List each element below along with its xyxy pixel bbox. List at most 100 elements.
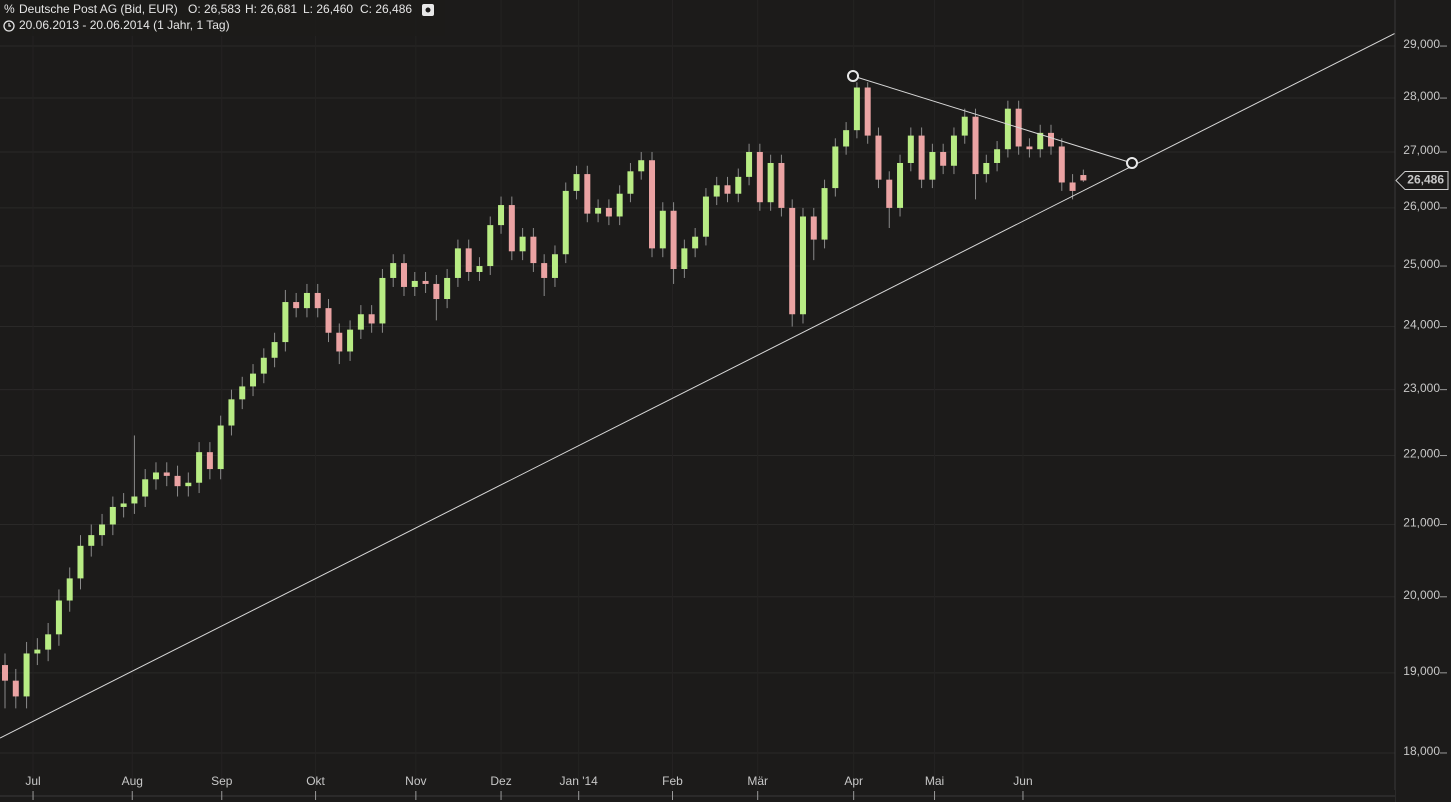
x-tick-label: Jun [1013, 774, 1032, 788]
candle-body [239, 386, 246, 400]
chart-subtitle: 20.06.2013 - 20.06.2014 (1 Jahr, 1 Tag) [19, 18, 230, 32]
candle-body [994, 149, 1001, 163]
candle-body [23, 653, 30, 697]
y-tick-label: 24,000 [1403, 318, 1440, 332]
candle-body [282, 302, 289, 343]
candle-body [498, 205, 505, 226]
candle-body [843, 130, 850, 147]
candle-body [724, 185, 731, 194]
candle-body [1069, 182, 1076, 191]
x-tick-label: Okt [306, 774, 325, 788]
y-tick-label: 29,000 [1403, 37, 1440, 51]
trend-line[interactable] [852, 75, 1133, 164]
candle-body [12, 680, 19, 697]
candle-body [681, 248, 688, 270]
candle-body [465, 248, 472, 272]
candle-body [799, 216, 806, 315]
header-bg [0, 0, 445, 36]
candle-body [142, 479, 149, 497]
candle-body [907, 135, 914, 163]
candle-body [368, 314, 375, 324]
candle-body [897, 162, 904, 208]
candle-body [45, 634, 52, 650]
candle-body [541, 263, 548, 278]
trend-handle[interactable] [847, 70, 859, 82]
x-tick-label: Nov [405, 774, 426, 788]
candle-body [1080, 175, 1087, 181]
candle-body [1037, 132, 1044, 150]
candle-body [551, 254, 558, 278]
candle-body [99, 524, 106, 536]
candle-body [109, 506, 116, 525]
last-price-tag [1395, 170, 1449, 190]
settings-icon [425, 7, 431, 13]
grid [0, 45, 1395, 754]
candle-body [487, 225, 494, 267]
x-tick-label: Aug [122, 774, 143, 788]
y-tick-label: 30,000 [1403, 0, 1440, 1]
candle-body [411, 280, 418, 287]
candle-body [357, 314, 364, 330]
last-price-label: 26,486 [1407, 173, 1444, 187]
candle-body [1058, 146, 1065, 183]
candle-body [659, 210, 666, 249]
candle-body [940, 151, 947, 166]
candle-body [627, 171, 634, 194]
candle-body [347, 329, 354, 352]
candle-body [713, 185, 720, 197]
candle-body [34, 649, 41, 654]
candle-body [821, 188, 828, 240]
x-tick-label: Sep [211, 774, 233, 788]
x-tick-label: Apr [844, 774, 863, 788]
candle-body [336, 332, 343, 352]
y-tick-label: 28,000 [1403, 89, 1440, 103]
candle-body [778, 162, 785, 208]
candle-body [88, 535, 95, 546]
y-tick-label: 23,000 [1403, 381, 1440, 395]
candle-body [303, 292, 310, 309]
candle-body [853, 87, 860, 131]
candle-body [605, 207, 612, 217]
x-tick-label: Dez [490, 774, 511, 788]
ohlc-icon: % [4, 2, 15, 16]
candle-body [670, 210, 677, 270]
candle-body [422, 280, 429, 284]
candle-body [444, 277, 451, 300]
candle-body [400, 263, 407, 287]
trend-handle[interactable] [1126, 157, 1138, 169]
candle-body [562, 190, 569, 255]
candle-body [616, 193, 623, 217]
candle-body [702, 196, 709, 237]
candle-body [185, 482, 192, 487]
candle-body [886, 179, 893, 208]
candle-body [271, 342, 278, 358]
candle-body [767, 162, 774, 203]
candle-body [746, 151, 753, 177]
candle-body [163, 472, 170, 476]
candle-body [206, 452, 213, 470]
candle-body [584, 174, 591, 214]
x-tick-label: Mär [747, 774, 768, 788]
clock-icon [3, 20, 15, 32]
trend-line[interactable] [0, 4, 1451, 739]
candle-body [875, 135, 882, 180]
candle-body [1048, 132, 1055, 147]
candle-body [196, 452, 203, 483]
candle-body [756, 151, 763, 203]
candle-body [131, 496, 138, 504]
ohlc-label: C: 26,486 [360, 2, 412, 16]
candle-body [983, 162, 990, 175]
clock-hand [8, 23, 11, 27]
candle-body [1004, 108, 1011, 150]
candle-body [174, 475, 181, 487]
candle-body [390, 263, 397, 278]
candle-body [508, 205, 515, 252]
candle-body [929, 151, 936, 180]
candle-body [217, 425, 224, 470]
candle-body [433, 283, 440, 300]
y-axis-bg [1395, 0, 1451, 802]
candle-body [55, 600, 62, 635]
ohlc-label: O: 26,583 [188, 2, 241, 16]
